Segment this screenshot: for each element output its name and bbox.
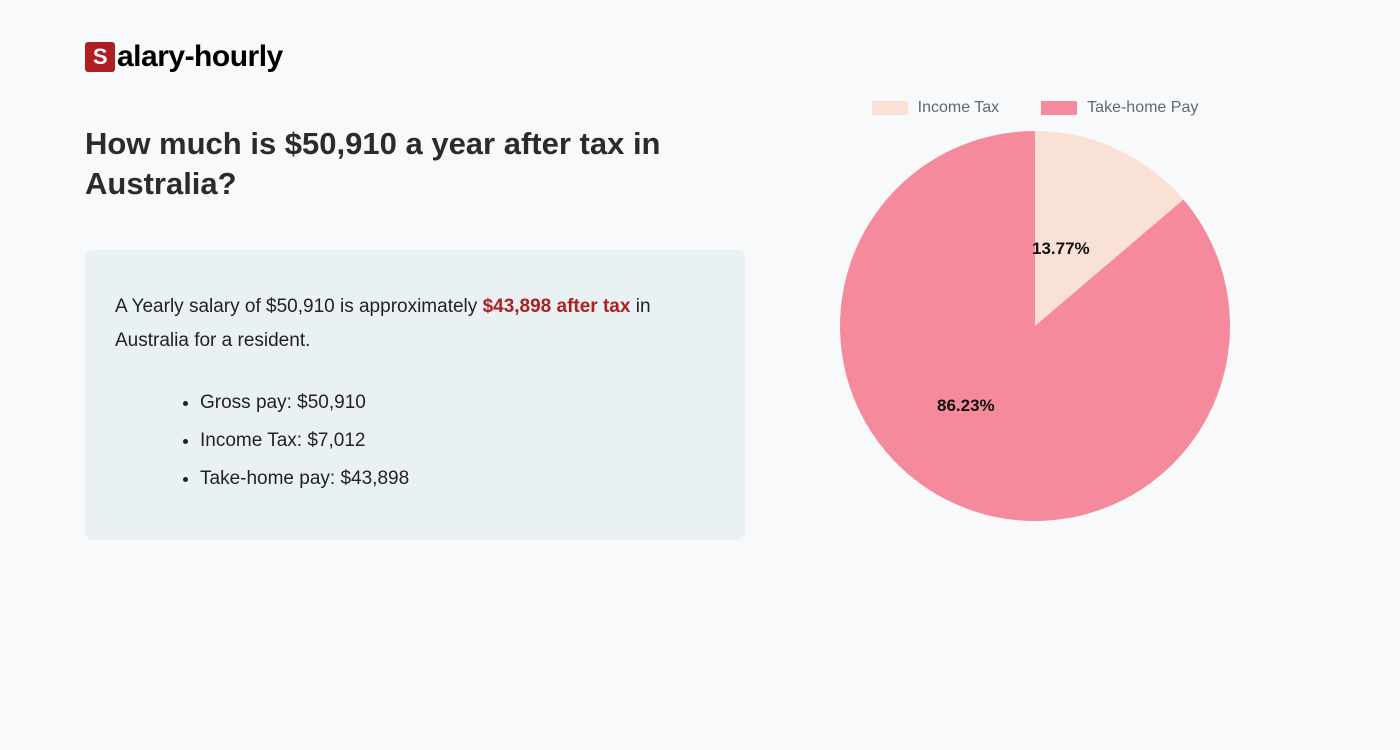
list-item: Income Tax: $7,012 (200, 422, 715, 460)
pie-chart: 13.77% 86.23% (840, 131, 1230, 521)
slice-label-income-tax: 13.77% (1032, 239, 1090, 259)
breakdown-list: Gross pay: $50,910 Income Tax: $7,012 Ta… (115, 384, 715, 498)
logo-text: alary-hourly (117, 40, 283, 74)
legend-item-income-tax: Income Tax (872, 99, 1000, 117)
site-logo: Salary-hourly (85, 40, 1315, 74)
logo-icon: S (85, 42, 115, 72)
page-title: How much is $50,910 a year after tax in … (85, 124, 745, 205)
list-item: Take-home pay: $43,898 (200, 460, 715, 498)
summary-pre: A Yearly salary of $50,910 is approximat… (115, 296, 483, 317)
summary-text: A Yearly salary of $50,910 is approximat… (115, 290, 715, 358)
legend-swatch (872, 101, 908, 115)
list-item: Gross pay: $50,910 (200, 384, 715, 422)
legend-swatch (1041, 101, 1077, 115)
slice-label-take-home: 86.23% (937, 396, 995, 416)
chart-legend: Income Tax Take-home Pay (872, 99, 1199, 117)
summary-box: A Yearly salary of $50,910 is approximat… (85, 250, 745, 540)
legend-label: Income Tax (918, 99, 1000, 117)
legend-label: Take-home Pay (1087, 99, 1198, 117)
legend-item-take-home: Take-home Pay (1041, 99, 1198, 117)
summary-highlight: $43,898 after tax (483, 296, 631, 317)
